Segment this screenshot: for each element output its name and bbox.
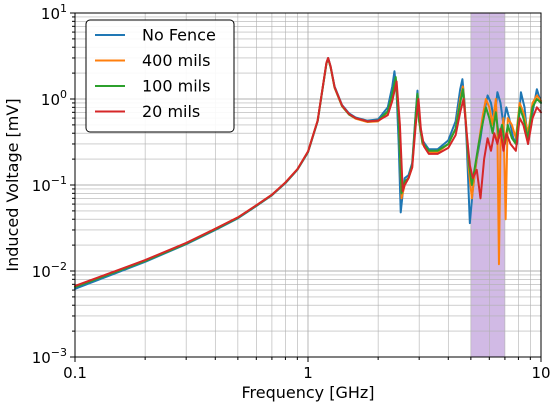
x-tick-label: 0.1 bbox=[63, 364, 87, 382]
x-tick-labels: 0.1 1 10 bbox=[63, 364, 550, 382]
y-tick-label: 101 bbox=[41, 2, 67, 23]
x-axis-label: Frequency [GHz] bbox=[241, 383, 374, 402]
x-tick-label: 10 bbox=[531, 364, 550, 382]
x-tick-label: 1 bbox=[303, 364, 313, 382]
y-tick-label: 100 bbox=[41, 88, 67, 109]
legend-label: 400 mils bbox=[142, 51, 210, 70]
y-tick-label: 10−1 bbox=[32, 174, 67, 195]
y-tick-labels: 10−3 10−2 10−1 100 101 bbox=[32, 2, 67, 367]
legend-label: 100 mils bbox=[142, 77, 210, 96]
legend-label: 20 mils bbox=[142, 102, 200, 121]
legend-label: No Fence bbox=[142, 26, 216, 45]
series-line bbox=[74, 56, 542, 287]
series-lines bbox=[74, 56, 542, 290]
y-tick-label: 10−2 bbox=[32, 260, 67, 281]
y-axis-label: Induced Voltage [mV] bbox=[3, 98, 22, 271]
y-tick-label: 10−3 bbox=[32, 346, 67, 367]
legend-box bbox=[85, 19, 235, 133]
legend: No Fence 400 mils 100 mils 20 mils bbox=[85, 19, 235, 133]
axis-ticks bbox=[70, 12, 542, 362]
